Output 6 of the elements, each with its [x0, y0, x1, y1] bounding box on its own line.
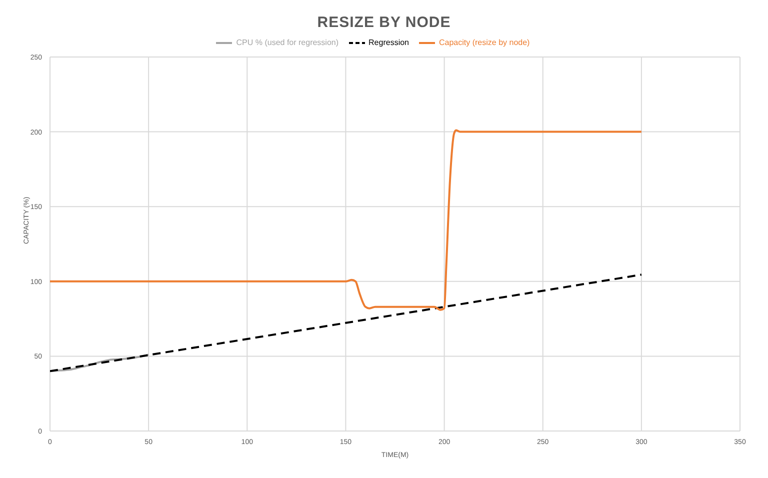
- line-series: [50, 129, 642, 311]
- legend-label: Regression: [368, 38, 409, 48]
- legend-label: CPU % (used for regression): [236, 38, 339, 48]
- line-series: [50, 354, 150, 372]
- legend-label: Capacity (resize by node): [439, 38, 530, 48]
- chart-title: RESIZE BY NODE: [316, 13, 452, 31]
